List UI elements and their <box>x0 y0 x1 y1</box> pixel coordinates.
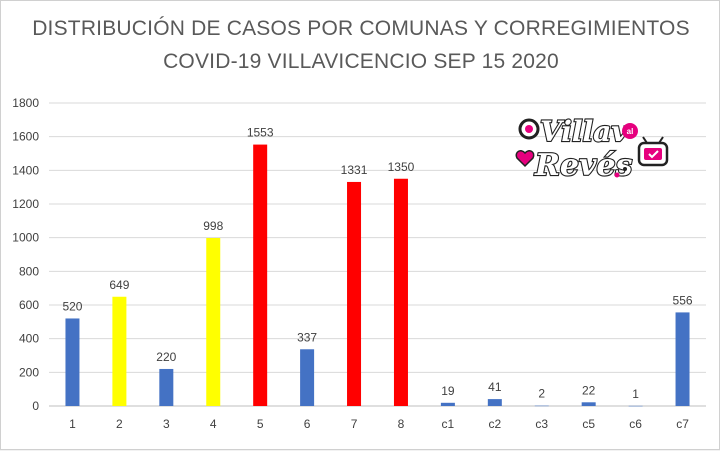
logo-text-small: al <box>627 127 634 136</box>
bar-7 <box>347 181 362 406</box>
bar-1 <box>65 318 80 406</box>
bar-c3 <box>534 405 549 407</box>
logo-text-top: Villav <box>540 115 628 148</box>
y-tick-label: 800 <box>19 264 39 278</box>
villav-al-reves-logo: Villav al Revés <box>513 109 673 187</box>
x-tick-label: 4 <box>210 417 217 431</box>
y-tick-label: 0 <box>32 399 39 413</box>
logo-text-bottom: Revés <box>534 148 633 183</box>
bar-8 <box>393 178 408 406</box>
chart-title: DISTRIBUCIÓN DE CASOS POR COMUNAS Y CORR… <box>32 17 690 40</box>
x-tick-label: c7 <box>676 417 689 431</box>
bar-6 <box>300 349 315 406</box>
bar-2 <box>112 296 127 406</box>
data-label-c1: 19 <box>441 384 455 398</box>
data-label-c7: 556 <box>673 293 693 307</box>
y-tick-label: 200 <box>19 365 39 379</box>
x-tick-label: 5 <box>257 417 264 431</box>
bar-c1 <box>440 402 455 406</box>
bar-c7 <box>675 312 690 406</box>
data-label-c2: 41 <box>488 380 502 394</box>
x-tick-label: 8 <box>398 417 405 431</box>
bar-c6 <box>628 405 643 407</box>
gridlines <box>49 102 706 407</box>
bar-c5 <box>581 402 596 406</box>
x-tick-label: c1 <box>442 417 455 431</box>
x-tick-label: 3 <box>163 417 170 431</box>
y-tick-label: 400 <box>19 332 39 346</box>
bar-4 <box>206 238 221 406</box>
data-label-8: 1350 <box>388 160 415 174</box>
data-label-5: 1553 <box>247 126 274 140</box>
bar-3 <box>159 368 174 406</box>
y-axis: 0 200 400 600 800 1000 1200 1400 1600 1800 <box>12 96 39 413</box>
y-tick-label: 1200 <box>12 197 39 211</box>
x-tick-label: c6 <box>629 417 642 431</box>
x-tick-label: 2 <box>116 417 123 431</box>
x-tick-label: c2 <box>488 417 501 431</box>
bars <box>65 144 690 407</box>
data-label-c3: 2 <box>538 387 545 401</box>
x-tick-label: 1 <box>69 417 76 431</box>
data-label-c5: 22 <box>582 383 596 397</box>
x-tick-label: c3 <box>535 417 548 431</box>
bar-5 <box>253 144 268 406</box>
x-tick-label: 7 <box>351 417 358 431</box>
x-tick-label: 6 <box>304 417 311 431</box>
data-label-7: 1331 <box>341 163 368 177</box>
data-label-c6: 1 <box>632 387 639 401</box>
y-tick-label: 600 <box>19 298 39 312</box>
x-axis: 1 2 3 4 5 6 7 8 c1 c2 c3 c5 c6 c7 <box>69 417 689 431</box>
data-label-6: 337 <box>297 330 317 344</box>
y-tick-label: 1800 <box>12 96 39 110</box>
data-label-1: 520 <box>62 299 82 313</box>
y-tick-label: 1000 <box>12 231 39 245</box>
data-label-2: 649 <box>109 278 129 292</box>
y-tick-label: 1600 <box>12 130 39 144</box>
heart-icon <box>515 150 535 168</box>
chart-subtitle: COVID-19 VILLAVICENCIO SEP 15 2020 <box>163 50 559 73</box>
logo-graphic: Villav al Revés <box>515 114 669 184</box>
y-tick-label: 1400 <box>12 163 39 177</box>
x-tick-label: c5 <box>582 417 595 431</box>
bar-c2 <box>487 399 502 406</box>
data-label-3: 220 <box>156 350 176 364</box>
data-label-4: 998 <box>203 219 223 233</box>
